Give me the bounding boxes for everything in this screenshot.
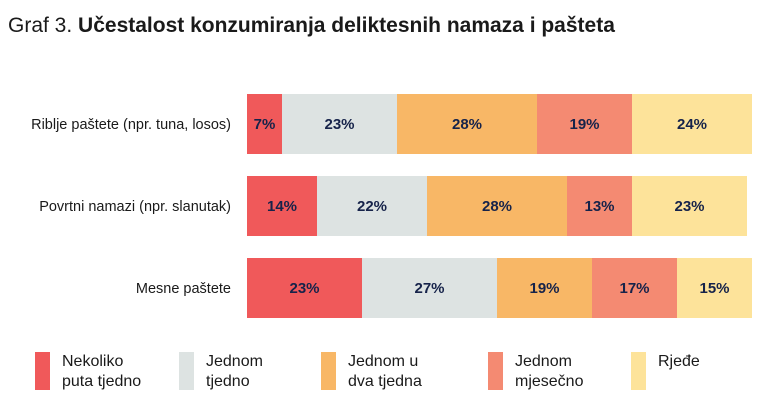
legend-item-jednom-u-dva-tjedna: Jednom u dva tjedna xyxy=(321,352,453,392)
data-label: 19% xyxy=(529,280,559,297)
legend-label: Jednom u dva tjedna xyxy=(348,353,422,390)
bar-segment xyxy=(537,94,632,154)
legend-item-rjede: Rjeđe xyxy=(631,352,763,390)
legend-label: Jednom mjesečno xyxy=(515,353,584,390)
bar-segment xyxy=(497,258,592,318)
data-label: 19% xyxy=(569,116,599,133)
legend-label: Jednom tjedno xyxy=(206,353,263,390)
bar-segment xyxy=(317,176,427,236)
bar-segment xyxy=(677,258,752,318)
legend: Nekoliko puta tjedno Jednom tjedno Jednom … xyxy=(0,352,769,402)
chart-title-text: Učestalost konzumiranja deliktesnih nama… xyxy=(78,14,615,37)
legend-swatch xyxy=(631,352,646,390)
data-label: 27% xyxy=(414,280,444,297)
stacked-bar-chart: Riblje paštete (npr. tuna, losos) 7% 23% 28… xyxy=(31,94,752,318)
category-label: Riblje paštete (npr. tuna, losos) xyxy=(31,117,231,133)
bar-segment xyxy=(282,94,397,154)
bar-segment xyxy=(247,176,317,236)
bar-segment xyxy=(247,94,282,154)
bar-segment xyxy=(362,258,497,318)
data-label: 24% xyxy=(677,116,707,133)
data-label: 7% xyxy=(254,116,276,133)
data-label: 13% xyxy=(584,198,614,215)
data-label: 28% xyxy=(452,116,482,133)
bar-segment xyxy=(632,94,752,154)
data-label: 17% xyxy=(619,280,649,297)
legend-label: Nekoliko puta tjedno xyxy=(62,353,142,390)
data-label: 22% xyxy=(357,198,387,215)
data-label: 23% xyxy=(289,280,319,297)
data-label: 15% xyxy=(699,280,729,297)
legend-swatch xyxy=(179,352,194,390)
data-label: 28% xyxy=(482,198,512,215)
legend-item-jednom-mjesecno: Jednom mjesečno xyxy=(488,352,620,392)
legend-swatch xyxy=(321,352,336,390)
category-label: Mesne paštete xyxy=(136,281,231,297)
bar-segment xyxy=(427,176,567,236)
category-label: Povrtni namazi (npr. slanutak) xyxy=(39,199,231,215)
legend-item-jednom-tjedno: Jednom tjedno xyxy=(179,352,311,392)
bar-segment xyxy=(592,258,677,318)
bar-segment xyxy=(397,94,537,154)
data-label: 23% xyxy=(674,198,704,215)
legend-label: Rjeđe xyxy=(658,353,700,370)
legend-item-nekoliko-puta-tjedno: Nekoliko puta tjedno xyxy=(35,352,167,392)
bar-segment xyxy=(632,176,747,236)
data-label: 14% xyxy=(267,198,297,215)
bar-segment xyxy=(567,176,632,236)
data-label: 23% xyxy=(324,116,354,133)
chart-title: Graf 3. Učestalost konzumiranja deliktes… xyxy=(8,14,615,38)
bar-segment xyxy=(247,258,362,318)
legend-swatch xyxy=(35,352,50,390)
chart-title-prefix: Graf 3. xyxy=(8,14,73,37)
legend-swatch xyxy=(488,352,503,390)
